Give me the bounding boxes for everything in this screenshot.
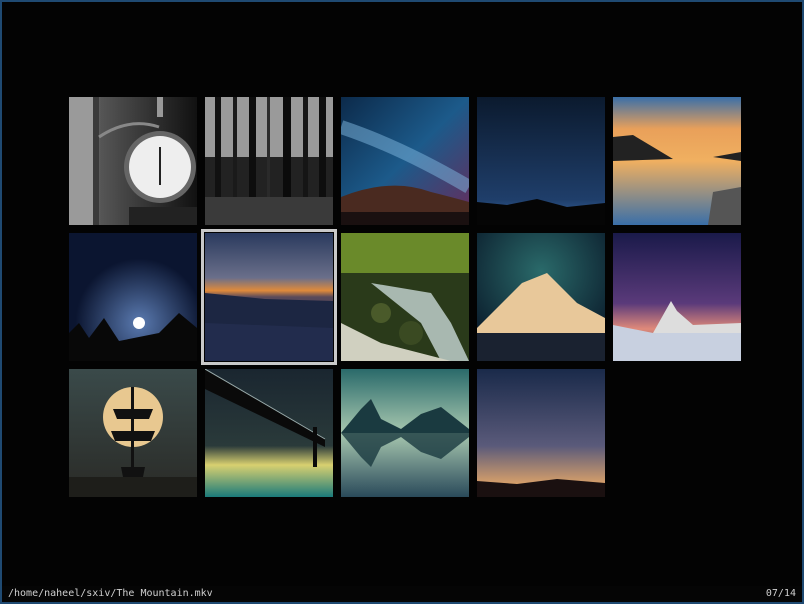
thumbnail-moonlit-trees[interactable] <box>69 233 197 361</box>
thumbnail-forest-stream[interactable] <box>341 233 469 361</box>
file-path: /home/naheel/sxiv/The Mountain.mkv <box>8 588 213 599</box>
thumbnail-night-sky[interactable] <box>477 97 605 225</box>
thumbnail-forest[interactable] <box>205 97 333 225</box>
image-counter: 07/14 <box>765 588 796 599</box>
thumbnail-matterhorn[interactable] <box>613 233 741 361</box>
thumbnail-the-mountain[interactable] <box>201 229 337 365</box>
thumbnail-bridge[interactable] <box>205 369 333 497</box>
thumbnail-milky-way[interactable] <box>341 97 469 225</box>
thumbnail-grid <box>69 97 741 497</box>
thumbnail-dusk-sky[interactable] <box>477 369 605 497</box>
thumbnail-snowy-volcano[interactable] <box>477 233 605 361</box>
thumbnail-lake-sunset[interactable] <box>613 97 741 225</box>
status-bar: /home/naheel/sxiv/The Mountain.mkv 07/14 <box>2 586 802 602</box>
thumbnail-mountain-reflection[interactable] <box>341 369 469 497</box>
thumbnail-clock[interactable] <box>69 97 197 225</box>
thumbnail-ship-moon[interactable] <box>69 369 197 497</box>
